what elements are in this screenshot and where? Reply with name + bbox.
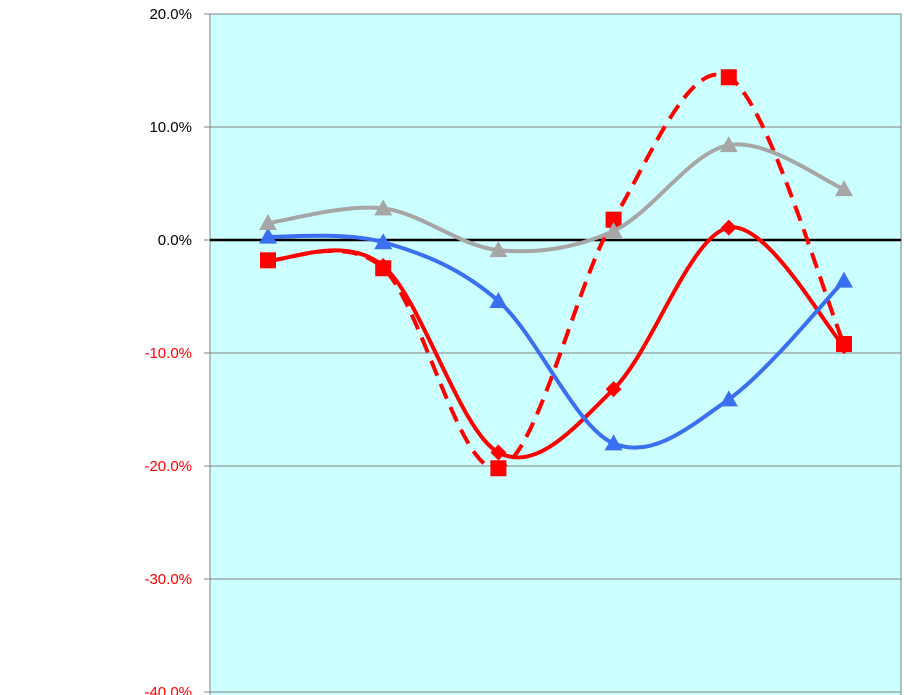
data-point-triangle [374, 199, 393, 216]
data-point-triangle [489, 292, 508, 309]
series-line [267, 72, 846, 471]
data-point-square [375, 260, 392, 277]
data-point-triangle [835, 271, 853, 288]
data-point-triangle [489, 241, 508, 258]
data-point-triangle [604, 221, 623, 238]
series-4 [259, 136, 853, 258]
y-tick-label: -20.0% [144, 458, 192, 475]
data-point-triangle [259, 214, 277, 231]
series-line [267, 142, 845, 254]
data-point-square [836, 335, 852, 352]
series-3 [259, 227, 853, 451]
y-tick-label: 0.0% [158, 232, 192, 249]
data-point-triangle [374, 233, 393, 250]
data-point-triangle [604, 434, 623, 451]
y-tick-label: -40.0% [144, 684, 192, 695]
data-point-diamond [490, 444, 507, 461]
data-point-triangle [259, 227, 277, 244]
data-point-diamond [720, 219, 737, 236]
y-tick-label: 10.0% [149, 119, 192, 136]
data-point-triangle [835, 180, 853, 197]
y-tick-label: 20.0% [149, 6, 192, 23]
data-point-square [260, 252, 276, 269]
y-tick-label: -10.0% [144, 345, 192, 362]
y-axis-tick-labels: 20.0% 10.0% 0.0% -10.0% -20.0% -30.0% -40.0% [144, 6, 210, 695]
y-tick-label: -30.0% [144, 571, 192, 588]
series-group [259, 69, 853, 477]
data-point-triangle [719, 136, 738, 153]
data-point-square [605, 211, 622, 228]
data-point-square [720, 69, 737, 86]
gridlines [210, 13, 901, 693]
series-2 [260, 69, 852, 477]
data-point-triangle [719, 390, 738, 407]
data-point-diamond [605, 381, 622, 398]
plot-area [209, 13, 902, 695]
data-point-square [490, 460, 507, 477]
